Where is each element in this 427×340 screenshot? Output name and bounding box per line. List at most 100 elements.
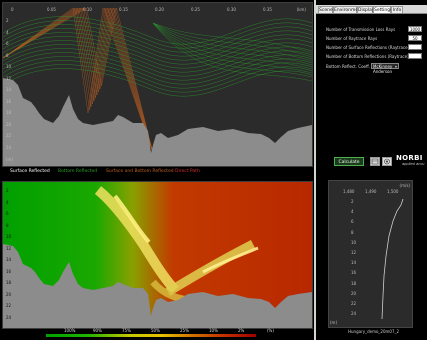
- profile-y-tick-label: 24: [351, 311, 357, 317]
- profile-x-tick-label: 1,480: [343, 189, 355, 194]
- loss-ridge-4: [202, 246, 259, 274]
- calculate-button[interactable]: Calculate: [334, 157, 364, 166]
- setting-label: Bottom Reflect. Coeff.: [326, 64, 371, 69]
- y-tick-label: 22: [6, 133, 12, 138]
- colorbar-label: (%): [267, 328, 274, 333]
- setting-label: Number of Transmission Loss Rays: [326, 27, 396, 32]
- y-tick-label: 20: [6, 291, 12, 297]
- export-icon[interactable]: [370, 157, 380, 166]
- transmission-loss-plot[interactable]: 2 4 6 8 10 12 14 16 18 20 22 24: [2, 181, 313, 329]
- bottom-reflected-ray: [3, 44, 312, 73]
- bottom-reflected-ray: [3, 20, 312, 49]
- plot-area: (km) (m) 0 0.05 0.10 0.15 0.20 0.25 0.30 0.35 2…: [0, 0, 314, 340]
- logo-subtitle: applied acou: [402, 162, 425, 166]
- x-tick-label: 0.25: [191, 7, 200, 12]
- profile-y-tick-label: 16: [351, 270, 357, 276]
- profile-y-tick-label: 6: [351, 219, 354, 225]
- ray-legend: Surface Reflected Bottom Reflected Surfa…: [10, 169, 310, 177]
- selected-value: McKinney Anderson: [373, 64, 393, 74]
- tab-info[interactable]: Info: [391, 6, 403, 13]
- colorbar-label: 2%: [238, 328, 245, 333]
- tab-settings[interactable]: Settings: [373, 6, 393, 13]
- bottom-reflected-ray: [3, 28, 312, 57]
- bottom-reflected-ray: [152, 22, 312, 62]
- loss-seabed: [3, 244, 312, 328]
- bottom-reflected-ray: [3, 64, 312, 93]
- surface-bottom-reflected-ray: [3, 7, 154, 154]
- y-tick-label: 4: [6, 29, 9, 35]
- setting-label: Number of Surface Reflections (Raytrace): [326, 45, 410, 50]
- colorbar-label: 10%: [209, 328, 218, 333]
- transmission-loss-rays-input[interactable]: 1000: [408, 26, 422, 32]
- colorbar-labels: 100% 90% 75% 50% 25% 10% 2% (%): [46, 328, 274, 334]
- bottom-reflected-ray: [3, 52, 312, 81]
- sound-speed-profile-plot[interactable]: 1,480 1,490 1,500 2 4 6 8 10 12 14 16 18 20 22 24 (m/…: [328, 180, 413, 328]
- profile-x-tick-label: 1,490: [365, 189, 377, 194]
- y-tick-label: 8: [6, 222, 9, 228]
- tab-display[interactable]: Display: [357, 6, 375, 13]
- surface-bottom-reflected-ray: [3, 7, 154, 154]
- legend-bottom-reflected: Bottom Reflected: [58, 169, 98, 174]
- y-tick-label: 18: [6, 280, 12, 285]
- legend-surface-bottom-reflected: Surface and Bottom Reflected: [106, 169, 174, 174]
- y-tick-label: 24: [6, 144, 12, 150]
- bottom-reflect-coeff-select[interactable]: McKinney Anderson ▾: [371, 63, 399, 74]
- x-tick-label: 0.30: [227, 7, 236, 12]
- loss-ridge-1: [94, 186, 179, 294]
- bottom-reflected-ray: [3, 68, 312, 97]
- transmission-loss-canvas: [3, 182, 312, 328]
- surface-bottom-reflected-ray: [3, 7, 154, 154]
- tab-scene[interactable]: Scene: [318, 6, 333, 13]
- y-tick-label: 10: [6, 64, 12, 69]
- norbit-logo: NORBI applied acou: [396, 154, 427, 166]
- bottom-reflected-ray: [152, 22, 312, 70]
- profile-y-tick-label: 18: [351, 280, 357, 286]
- colorbar-label: 100%: [64, 328, 76, 333]
- tab-environment[interactable]: Environment: [333, 6, 363, 13]
- range-unit-label: (km): [296, 7, 306, 12]
- colorbar-label: 25%: [180, 328, 189, 333]
- profile-y-tick-label: 10: [351, 239, 357, 245]
- profile-y-tick-label: 12: [351, 250, 357, 255]
- logo-text: NORBI: [396, 154, 423, 162]
- depth-unit-label: (m): [6, 157, 14, 162]
- raypath-canvas: [3, 7, 312, 166]
- profile-y-tick-label: 20: [351, 290, 357, 296]
- setting-surface-reflections: Number of Surface Reflections (Raytrace): [326, 44, 422, 51]
- bottom-reflected-ray: [3, 40, 312, 69]
- y-tick-label: 18: [6, 110, 12, 115]
- colorbar-label: 75%: [122, 328, 131, 333]
- surface-bottom-reflected-ray: [3, 7, 154, 154]
- x-tick-label: 0.10: [83, 7, 92, 12]
- bottom-reflected-ray: [152, 22, 312, 66]
- bottom-reflected-ray: [3, 16, 312, 45]
- y-tick-label: 6: [6, 211, 9, 216]
- setting-transmission-loss-rays: Number of Transmission Loss Rays 1000: [326, 26, 422, 33]
- y-tick-label: 12: [6, 75, 12, 81]
- y-tick-label: 12: [6, 245, 12, 251]
- y-tick-label: 22: [6, 303, 12, 308]
- profile-y-tick-label: 22: [351, 301, 357, 306]
- tab-bar: Scene Environment Display Settings Info: [316, 5, 427, 14]
- bottom-reflections-input[interactable]: [408, 53, 422, 59]
- profile-y-tick-label: 4: [351, 209, 354, 215]
- raytrace-rays-input[interactable]: 50: [408, 35, 422, 41]
- y-tick-label: 8: [6, 52, 9, 58]
- raypath-plot[interactable]: (km) (m) 0 0.05 0.10 0.15 0.20 0.25 0.30 0.35 2…: [2, 2, 313, 167]
- bottom-reflected-ray: [3, 48, 312, 77]
- bottom-reflected-ray: [152, 22, 312, 82]
- setting-label: Number of Raytrace Rays: [326, 36, 378, 41]
- surface-reflections-input[interactable]: [408, 44, 422, 50]
- setting-bottom-reflect-coeff: Bottom Reflect. Coeff. McKinney Anderson…: [326, 63, 422, 74]
- print-icon[interactable]: [382, 157, 392, 166]
- profile-y-tick-label: 2: [351, 199, 354, 204]
- surface-bottom-reflected-ray: [3, 7, 154, 154]
- y-tick-label: 2: [6, 188, 9, 193]
- y-tick-label: 4: [6, 199, 9, 205]
- bottom-reflected-ray: [3, 24, 312, 53]
- sound-speed-canvas: [381, 198, 404, 320]
- legend-direct-path: Direct Path: [175, 169, 200, 174]
- y-tick-label: 2: [6, 18, 9, 23]
- y-tick-label: 10: [6, 234, 12, 239]
